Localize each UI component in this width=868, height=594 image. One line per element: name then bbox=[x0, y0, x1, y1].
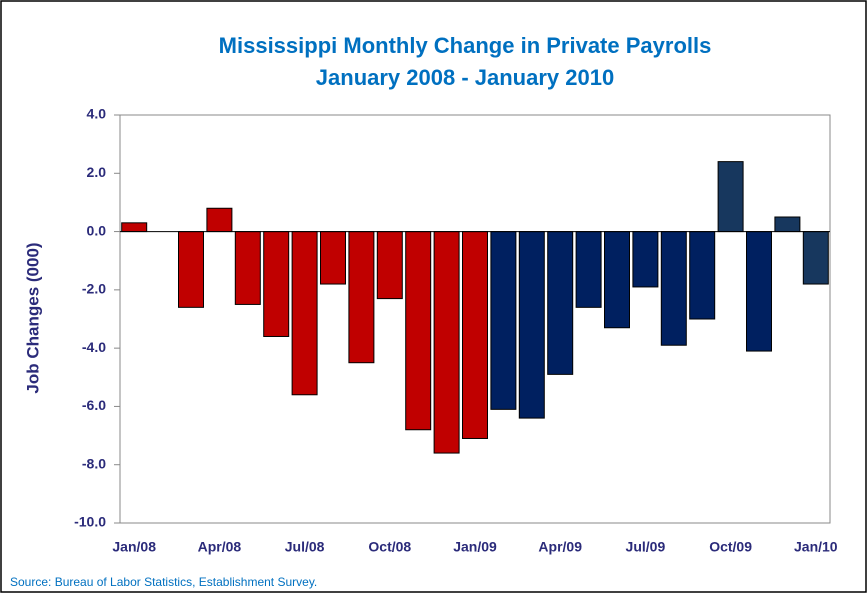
chart-title: Mississippi Monthly Change in Private Pa… bbox=[219, 33, 712, 58]
y-tick-label: -4.0 bbox=[82, 339, 106, 355]
bar bbox=[263, 231, 290, 337]
bar bbox=[405, 231, 432, 431]
x-tick-label: Jul/09 bbox=[626, 539, 666, 555]
y-tick-label: 2.0 bbox=[87, 164, 107, 180]
x-tick-label: Apr/09 bbox=[538, 539, 582, 555]
x-tick-label: Jan/08 bbox=[112, 539, 156, 555]
y-tick-label: 4.0 bbox=[87, 106, 107, 122]
chart-subtitle: January 2008 - January 2010 bbox=[316, 65, 614, 90]
bar bbox=[717, 161, 744, 233]
bar bbox=[490, 231, 517, 410]
y-tick-label: -6.0 bbox=[82, 397, 106, 413]
bar bbox=[689, 231, 716, 320]
bar bbox=[802, 231, 829, 285]
bar bbox=[320, 231, 346, 285]
x-tick-label: Oct/09 bbox=[709, 539, 752, 555]
bar bbox=[575, 231, 602, 308]
x-tick-label: Jul/08 bbox=[285, 539, 325, 555]
bar bbox=[433, 231, 460, 454]
bar bbox=[660, 231, 687, 346]
y-tick-label: -2.0 bbox=[82, 281, 106, 297]
bar bbox=[291, 231, 318, 396]
bar bbox=[518, 231, 545, 419]
bar bbox=[178, 231, 204, 308]
x-tick-label: Oct/08 bbox=[368, 539, 411, 555]
source-note: Source: Bureau of Labor Statistics, Esta… bbox=[10, 575, 317, 589]
bar bbox=[632, 231, 659, 288]
bar bbox=[234, 231, 261, 305]
y-tick-label: 0.0 bbox=[87, 222, 107, 238]
bar bbox=[348, 231, 375, 364]
bar bbox=[121, 222, 148, 233]
x-tick-label: Apr/08 bbox=[198, 539, 242, 555]
bar bbox=[462, 231, 488, 439]
bar bbox=[376, 231, 403, 300]
plot-area bbox=[119, 114, 831, 524]
y-tick-label: -10.0 bbox=[74, 514, 106, 530]
x-tick-label: Jan/10 bbox=[794, 539, 838, 555]
bar bbox=[547, 231, 574, 375]
bar bbox=[604, 231, 630, 329]
x-tick-label: Jan/09 bbox=[453, 539, 497, 555]
y-axis-title: Job Changes (000) bbox=[23, 242, 42, 393]
bar bbox=[774, 216, 801, 233]
y-tick-label: -8.0 bbox=[82, 455, 106, 471]
bar bbox=[206, 207, 233, 233]
bar bbox=[746, 231, 772, 352]
